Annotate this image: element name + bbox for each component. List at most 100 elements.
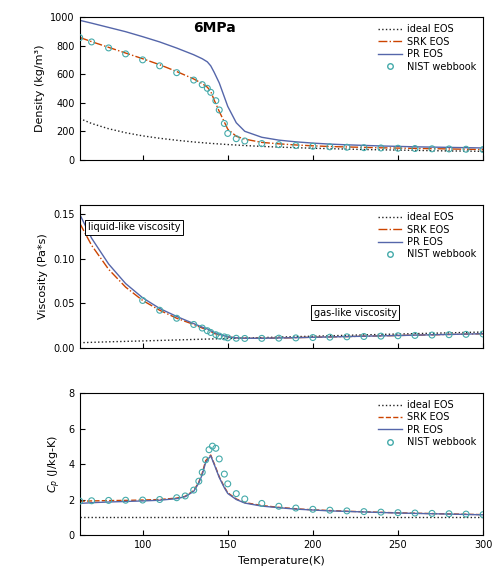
Point xyxy=(258,139,266,148)
Point xyxy=(76,496,84,506)
Text: gas-like viscosity: gas-like viscosity xyxy=(314,308,396,318)
Point xyxy=(212,443,220,453)
Point xyxy=(343,506,351,516)
Y-axis label: Viscosity (Pa*s): Viscosity (Pa*s) xyxy=(38,233,48,320)
Point xyxy=(190,76,198,85)
Point xyxy=(479,329,487,339)
Point xyxy=(198,324,206,333)
Point xyxy=(326,142,334,151)
Point xyxy=(445,144,453,154)
Point xyxy=(105,43,113,52)
Point xyxy=(224,479,232,488)
Point xyxy=(138,495,146,505)
Point xyxy=(202,455,210,464)
Point xyxy=(292,141,300,150)
Point xyxy=(377,143,385,152)
Point xyxy=(428,144,436,154)
Point xyxy=(479,510,487,519)
Point xyxy=(122,495,129,505)
Point xyxy=(343,332,351,342)
Point xyxy=(394,508,402,517)
Point xyxy=(241,494,249,503)
Point xyxy=(203,326,211,335)
Point xyxy=(195,477,203,486)
Point xyxy=(258,333,266,343)
Point xyxy=(212,330,220,339)
Legend: ideal EOS, SRK EOS, PR EOS, NIST webbook: ideal EOS, SRK EOS, PR EOS, NIST webbook xyxy=(376,398,478,449)
Point xyxy=(215,331,223,340)
Point xyxy=(209,442,217,451)
Point xyxy=(221,470,229,479)
Point xyxy=(411,144,419,153)
Point xyxy=(326,332,334,342)
Point xyxy=(462,509,470,519)
Point xyxy=(428,509,436,518)
Point xyxy=(88,37,96,47)
Point xyxy=(258,499,266,508)
Point xyxy=(411,508,419,517)
Point xyxy=(462,144,470,154)
Point xyxy=(360,332,368,341)
X-axis label: Temperature(K): Temperature(K) xyxy=(238,556,325,566)
Point xyxy=(479,145,487,154)
Point xyxy=(394,331,402,340)
Y-axis label: Density (kg/m³): Density (kg/m³) xyxy=(35,45,45,132)
Point xyxy=(173,314,181,323)
Point xyxy=(232,333,240,343)
Point xyxy=(445,330,453,339)
Point xyxy=(207,88,215,97)
Point xyxy=(138,296,146,305)
Point xyxy=(428,331,436,340)
Point xyxy=(198,468,206,477)
Point xyxy=(88,496,96,505)
Point xyxy=(232,134,240,143)
Point xyxy=(122,49,129,59)
Point xyxy=(156,61,164,70)
Y-axis label: $C_p$ (J/kg-K): $C_p$ (J/kg-K) xyxy=(47,435,63,494)
Point xyxy=(212,96,220,105)
Point xyxy=(326,506,334,515)
Text: 6MPa: 6MPa xyxy=(193,21,236,35)
Point xyxy=(215,105,223,115)
Point xyxy=(190,485,198,495)
Point xyxy=(173,68,181,77)
Point xyxy=(411,331,419,340)
Point xyxy=(292,503,300,513)
Point xyxy=(190,320,198,329)
Point xyxy=(205,445,213,455)
Point xyxy=(198,80,206,89)
Point xyxy=(377,508,385,517)
Point xyxy=(241,334,249,343)
Legend: ideal EOS, SRK EOS, PR EOS, NIST webbook: ideal EOS, SRK EOS, PR EOS, NIST webbook xyxy=(376,22,478,73)
Text: liquid-like viscosity: liquid-like viscosity xyxy=(88,222,180,232)
Point xyxy=(138,55,146,65)
Point xyxy=(377,332,385,341)
Point xyxy=(76,33,84,42)
Point xyxy=(275,333,283,343)
Point xyxy=(215,455,223,464)
Point xyxy=(292,333,300,343)
Point xyxy=(156,306,164,315)
Point xyxy=(275,140,283,150)
Point xyxy=(181,491,189,501)
Point xyxy=(203,84,211,93)
Point xyxy=(207,328,215,337)
Point xyxy=(445,509,453,519)
Point xyxy=(241,136,249,146)
Point xyxy=(221,332,229,342)
Point xyxy=(224,129,232,138)
Point xyxy=(156,495,164,504)
Legend: ideal EOS, SRK EOS, PR EOS, NIST webbook: ideal EOS, SRK EOS, PR EOS, NIST webbook xyxy=(376,210,478,261)
Point xyxy=(221,119,229,128)
Point xyxy=(309,505,317,514)
Point xyxy=(394,144,402,153)
Point xyxy=(275,502,283,511)
Point xyxy=(224,333,232,342)
Point xyxy=(360,143,368,152)
Point xyxy=(462,329,470,339)
Point xyxy=(105,496,113,505)
Point xyxy=(232,489,240,498)
Point xyxy=(173,493,181,502)
Point xyxy=(309,333,317,342)
Point xyxy=(343,143,351,152)
